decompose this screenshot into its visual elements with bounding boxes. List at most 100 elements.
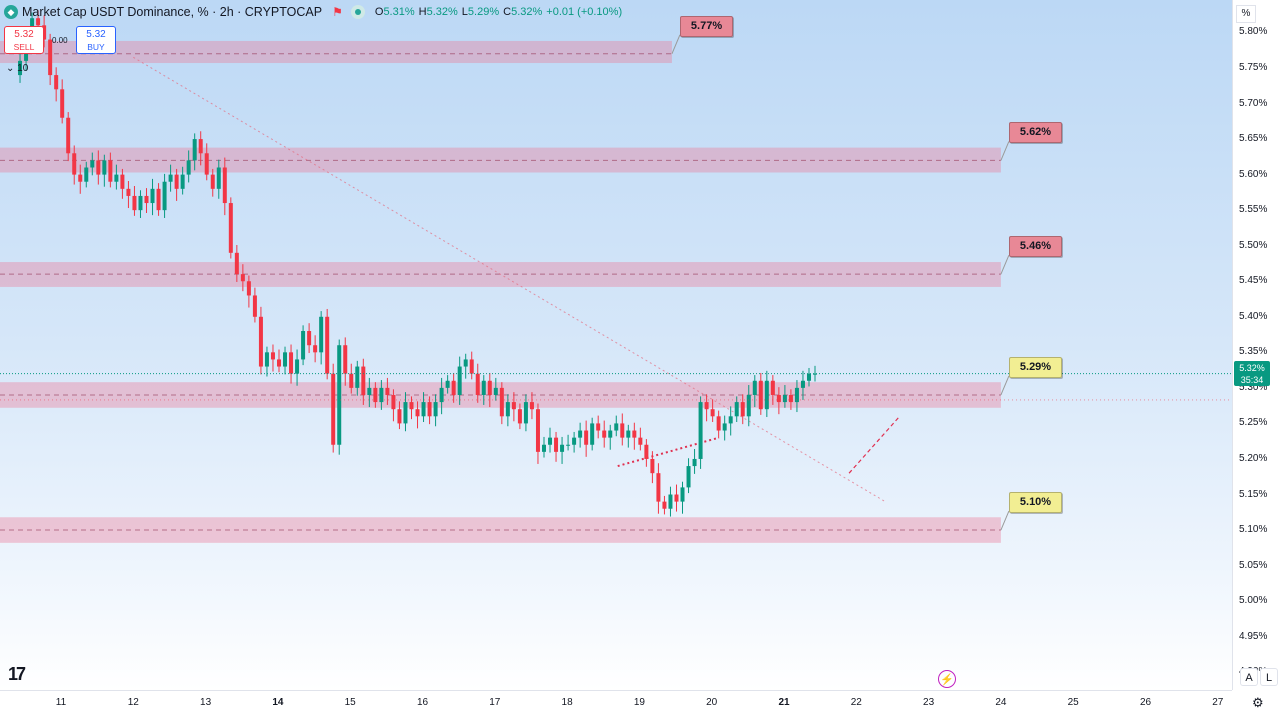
- time-tick-label: 24: [995, 697, 1007, 708]
- time-tick-label: 23: [923, 697, 935, 708]
- level-label-pointer: [671, 34, 681, 54]
- candle-body: [126, 188, 131, 196]
- candle-body: [409, 402, 414, 410]
- percent-scale-button[interactable]: %: [1236, 5, 1256, 23]
- candle-body: [746, 394, 751, 417]
- time-tick-label: 18: [561, 697, 573, 708]
- candle-body: [487, 380, 492, 395]
- candle-body: [427, 402, 432, 417]
- candle-body: [644, 444, 649, 459]
- candle-body: [48, 39, 53, 76]
- candle-body: [102, 160, 107, 175]
- candle-body: [289, 352, 294, 374]
- level-label[interactable]: 5.46%: [1008, 236, 1063, 258]
- candle-body: [578, 430, 583, 438]
- sell-button[interactable]: 5.32 SELL: [4, 26, 44, 54]
- candle-body: [782, 394, 787, 403]
- candle-body: [186, 160, 191, 175]
- candle-body: [114, 174, 119, 182]
- candle-body: [800, 380, 805, 388]
- candle-body: [246, 281, 251, 296]
- auto-scale-button[interactable]: A: [1240, 668, 1258, 686]
- candle-body: [192, 139, 197, 161]
- flag-icon[interactable]: ⚑: [332, 5, 343, 19]
- level-label[interactable]: 5.29%: [1008, 356, 1063, 378]
- candle-body: [373, 387, 378, 403]
- candlestick-chart[interactable]: [0, 0, 1232, 690]
- price-tick-label: 5.55%: [1239, 204, 1268, 216]
- candle-body: [174, 174, 179, 189]
- candle-body: [36, 18, 41, 26]
- candle-body: [180, 174, 185, 189]
- time-axis[interactable]: 11 12 13 14 15 16 17 18 19 20 21 22 23 24 25 26 27: [0, 690, 1232, 717]
- time-tick-label: 25: [1067, 697, 1079, 708]
- level-label[interactable]: 5.62%: [1008, 122, 1063, 144]
- price-tick-label: 5.60%: [1239, 168, 1268, 180]
- candle-body: [132, 195, 137, 211]
- symbol-title[interactable]: Market Cap USDT Dominance, %: [22, 5, 209, 19]
- candle-body: [361, 366, 366, 395]
- trend-line-up: [848, 415, 901, 474]
- candle-body: [54, 75, 59, 90]
- time-tick-label: 13: [200, 697, 212, 708]
- candle-body: [590, 423, 595, 445]
- candle-body: [445, 380, 450, 388]
- candle-body: [511, 402, 516, 410]
- candle-body: [752, 380, 757, 395]
- usdt-logo-icon: ◆: [4, 5, 18, 19]
- candle-body: [421, 402, 426, 417]
- price-tick-label: 5.80%: [1239, 26, 1268, 38]
- candle-body: [301, 331, 306, 360]
- time-tick-label: 26: [1139, 697, 1152, 708]
- candle-body: [541, 444, 546, 452]
- buy-button[interactable]: 5.32 BUY: [76, 26, 116, 54]
- buy-price: 5.32: [86, 29, 106, 40]
- time-tick-label: 27: [1212, 697, 1224, 708]
- candle-body: [391, 394, 396, 410]
- log-scale-button[interactable]: L: [1260, 668, 1278, 686]
- level-label[interactable]: 5.10%: [1008, 492, 1063, 514]
- level-label[interactable]: 5.77%: [679, 15, 734, 37]
- candle-body: [367, 387, 372, 395]
- candle-body: [806, 373, 811, 381]
- exchange-label: CRYPTOCAP: [244, 5, 323, 19]
- price-tick-label: 5.15%: [1239, 488, 1268, 500]
- candle-body: [283, 352, 288, 367]
- candle-body: [794, 387, 799, 403]
- price-tick-label: 5.75%: [1239, 61, 1268, 73]
- candle-body: [770, 380, 775, 395]
- time-tick-label: 20: [706, 697, 718, 708]
- chart-area[interactable]: [0, 0, 1232, 690]
- candle-body: [788, 394, 793, 403]
- candle-body: [535, 409, 540, 452]
- ohlc-low: L5.29%: [461, 6, 500, 18]
- price-tick-label: 5.05%: [1239, 559, 1268, 571]
- tradingview-logo-icon[interactable]: 17: [8, 664, 26, 684]
- candle-body: [692, 458, 697, 467]
- candle-body: [650, 458, 655, 474]
- title-separator: ·: [233, 5, 245, 19]
- candle-body: [716, 416, 721, 431]
- level-label-pointer: [1000, 375, 1010, 396]
- chevron-down-icon[interactable]: ⌄: [6, 63, 15, 74]
- candle-body: [548, 437, 553, 445]
- candle-body: [475, 373, 480, 395]
- interval-label[interactable]: 2h: [219, 5, 234, 19]
- price-axis[interactable]: 5.80% 5.75% 5.70% 5.65% 5.60% 5.55% 5.50% 5.45%…: [1232, 0, 1280, 690]
- candle-body: [764, 380, 769, 410]
- candle-body: [60, 89, 65, 118]
- candle-body: [397, 409, 402, 424]
- candle-body: [355, 366, 360, 388]
- time-tick-label: 22: [850, 697, 862, 708]
- lightning-icon[interactable]: ⚡: [938, 670, 956, 688]
- candle-body: [198, 139, 203, 154]
- candle-body: [457, 366, 462, 395]
- price-tick-label: 5.45%: [1239, 275, 1268, 287]
- spread-value: 0.00: [52, 36, 68, 45]
- candle-body: [662, 501, 667, 509]
- candle-body: [264, 352, 269, 367]
- volume-indicator[interactable]: ⌄ 10: [6, 63, 28, 74]
- gear-icon[interactable]: ⚙: [1252, 695, 1264, 710]
- price-tick-label: 5.35%: [1239, 346, 1268, 358]
- candle-body: [523, 402, 528, 424]
